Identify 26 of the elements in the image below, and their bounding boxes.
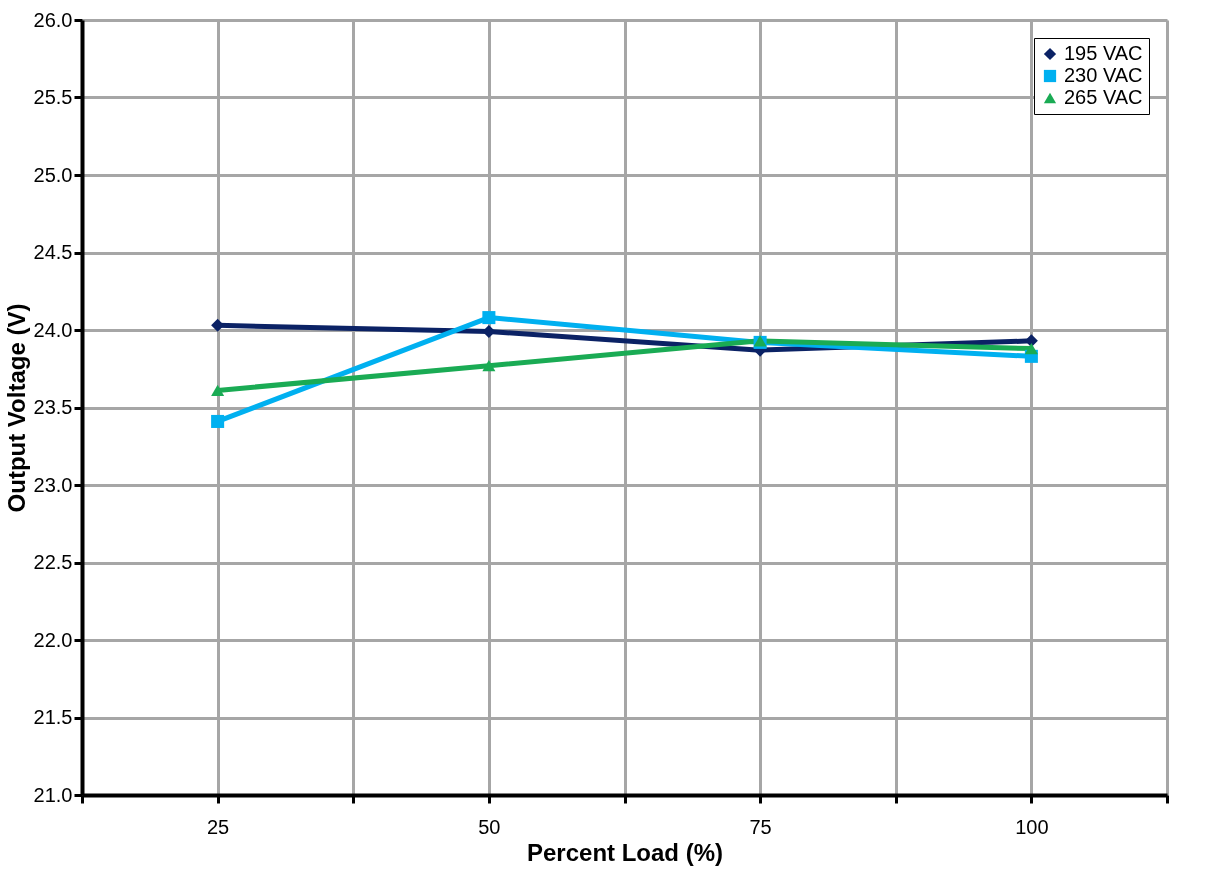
legend-label: 265 VAC [1064,86,1143,108]
legend-label: 230 VAC [1064,64,1143,86]
y-axis-title: Output Voltage (V) [2,303,30,513]
y-tick-label: 23.0 [33,473,73,496]
x-tick-label: 25 [207,815,230,838]
y-tick-label: 22.5 [33,551,73,573]
x-tick-label: 50 [478,815,501,838]
point [482,360,496,372]
y-tick-label: 21.5 [33,706,73,728]
point [1024,342,1038,355]
y-tick-label: 26.0 [33,8,73,31]
x-tick-label: 75 [749,815,772,838]
legend-label: 195 VAC [1064,42,1143,64]
y-tick-label: 25.5 [33,86,73,108]
point [211,384,225,397]
y-tick-label: 24.0 [33,318,73,341]
y-tick-label: 25.0 [33,163,73,186]
y-tick-label: 22.0 [33,628,73,651]
point [482,325,496,339]
point [482,311,496,325]
x-axis-title: Percent Load (%) [526,838,724,866]
y-tick-label: 21.0 [33,783,73,806]
y-tick-label: 23.5 [33,396,73,418]
x-tick-label: 100 [1015,815,1049,838]
point [211,414,225,428]
y-tick-label: 24.5 [33,241,73,263]
